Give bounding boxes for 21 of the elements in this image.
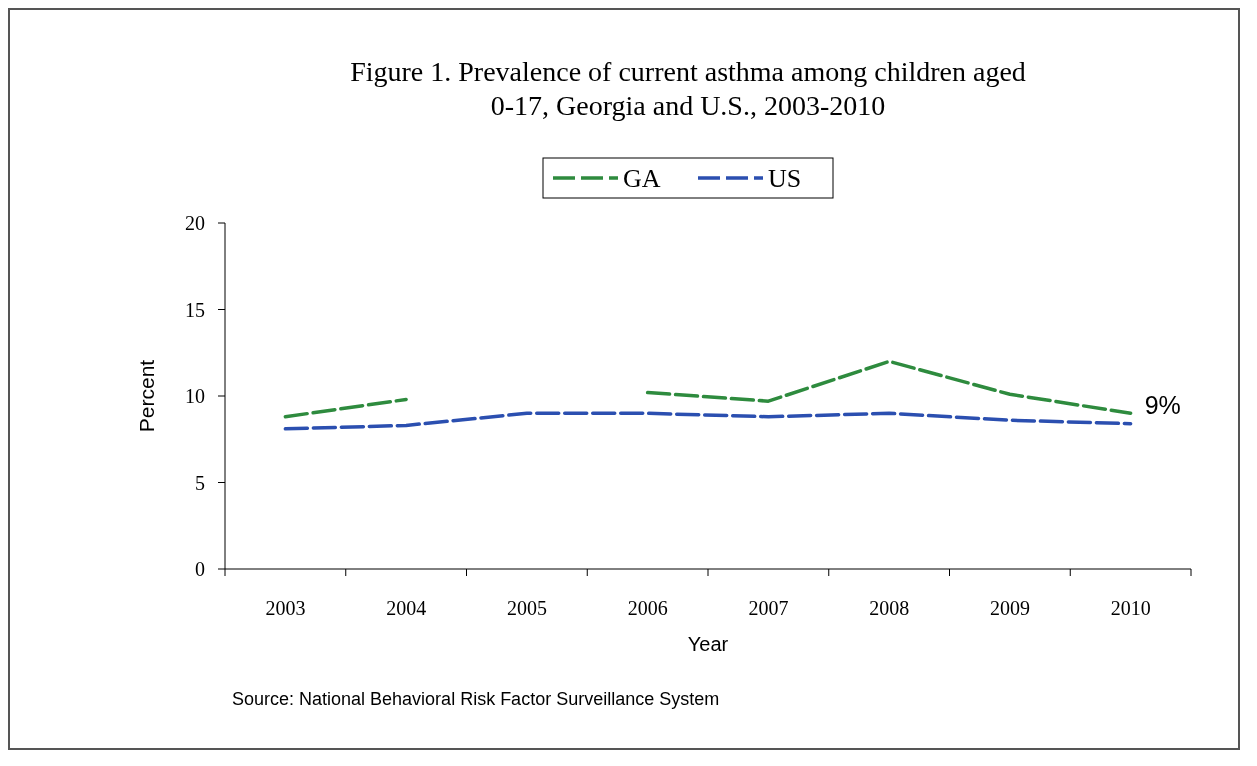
y-axis-title: Percent <box>135 359 158 433</box>
source-note: Source: National Behavioral Risk Factor Surveillance System <box>232 689 720 709</box>
legend-label: GA <box>623 164 661 193</box>
x-tick-label: 2009 <box>989 597 1030 619</box>
x-tick-label: 2004 <box>386 597 427 619</box>
annotation: 9% <box>1144 391 1181 420</box>
x-tick-label: 2006 <box>627 597 668 619</box>
x-axis-title: Year <box>687 633 729 655</box>
y-tick-label: 5 <box>195 471 205 494</box>
y-tick-label: 0 <box>195 558 205 580</box>
chart-title: Figure 1. Prevalence of current asthma among children aged 0-17, Georgia and U.S., 2003-2010 <box>350 56 1026 121</box>
y-tick-label: 10 <box>185 385 205 407</box>
y-tick-label: 20 <box>185 212 205 234</box>
x-tick-label: 2008 <box>869 597 910 619</box>
legend-label: US <box>768 164 802 193</box>
x-tick-label: 2010 <box>1110 597 1151 619</box>
line-series <box>283 411 1133 431</box>
y-tick-label: 15 <box>185 298 205 321</box>
x-tick-label: 2007 <box>748 597 789 619</box>
x-tick-label: 2003 <box>265 597 306 619</box>
x-tick-label: 2005 <box>506 597 547 619</box>
